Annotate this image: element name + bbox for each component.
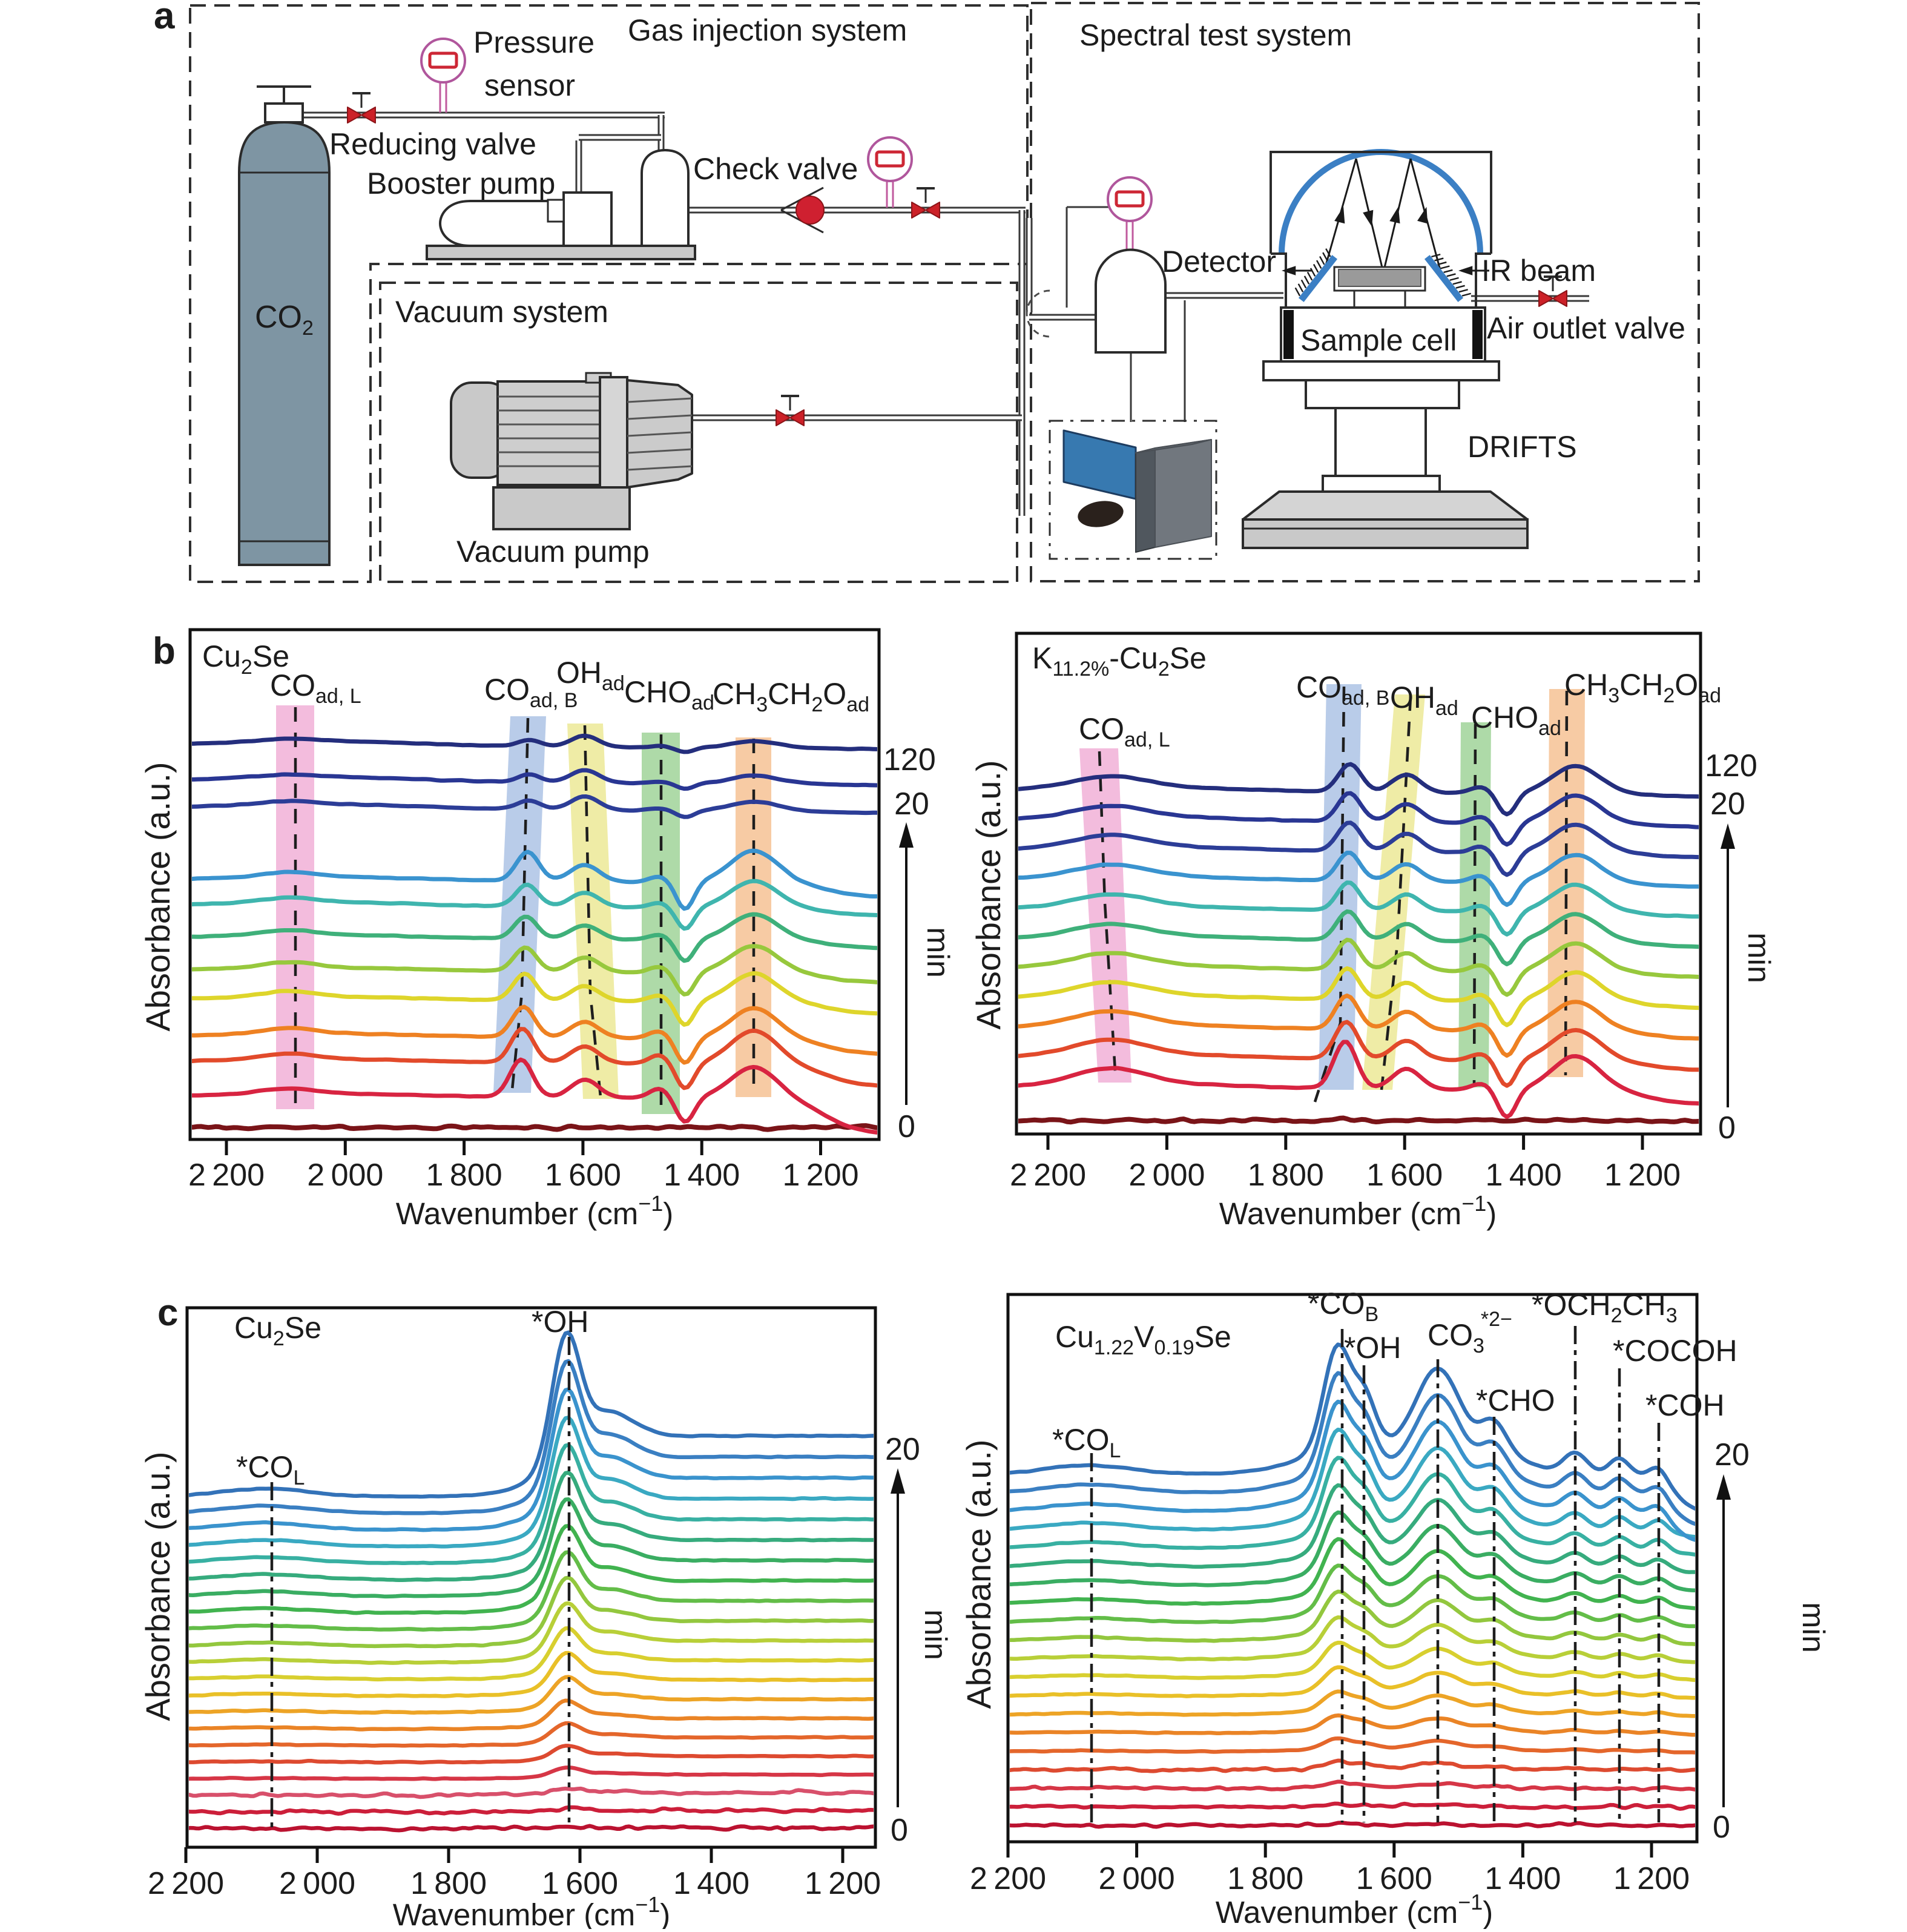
- svg-text:min: min: [918, 1609, 953, 1660]
- svg-text:*COH: *COH: [1645, 1388, 1725, 1422]
- svg-text:1 400: 1 400: [673, 1866, 749, 1901]
- svg-text:Sample cell: Sample cell: [1300, 323, 1457, 357]
- svg-text:2 200: 2 200: [188, 1158, 265, 1193]
- svg-text:1 400: 1 400: [664, 1158, 740, 1193]
- svg-text:2 200: 2 200: [970, 1861, 1046, 1896]
- svg-text:20: 20: [1714, 1437, 1750, 1472]
- svg-text:sensor: sensor: [484, 68, 575, 102]
- svg-text:Detector: Detector: [1162, 245, 1276, 279]
- svg-text:Booster pump: Booster pump: [367, 166, 555, 200]
- svg-text:20: 20: [1710, 786, 1745, 822]
- svg-text:min: min: [1796, 1602, 1831, 1653]
- svg-text:0: 0: [891, 1813, 908, 1848]
- svg-text:CH3​CH2​Oad: CH3​CH2​Oad: [713, 677, 869, 716]
- svg-text:a: a: [154, 0, 175, 37]
- svg-text:Vacuum system: Vacuum system: [395, 295, 608, 329]
- svg-text:Reducing valve: Reducing valve: [329, 127, 536, 161]
- svg-text:1 200: 1 200: [1613, 1861, 1690, 1896]
- svg-text:COad, L: COad, L: [1079, 712, 1170, 751]
- svg-text:Spectral test system: Spectral test system: [1079, 18, 1352, 52]
- svg-text:*COCOH: *COCOH: [1613, 1334, 1737, 1368]
- svg-text:*OH: *OH: [1344, 1331, 1401, 1365]
- svg-text:1 600: 1 600: [545, 1158, 621, 1193]
- svg-text:CH3​CH2​Oad: CH3​CH2​Oad: [1564, 668, 1721, 707]
- svg-text:2 000: 2 000: [1099, 1861, 1175, 1896]
- svg-text:1 800: 1 800: [1227, 1861, 1303, 1896]
- svg-text:1 200: 1 200: [1604, 1158, 1681, 1193]
- svg-text:Check valve: Check valve: [693, 152, 858, 186]
- svg-text:Wavenumber (cm−1​): Wavenumber (cm−1​): [396, 1191, 674, 1231]
- svg-text:*CHO: *CHO: [1476, 1383, 1555, 1417]
- svg-text:1 600: 1 600: [1356, 1861, 1432, 1896]
- svg-text:1 400: 1 400: [1484, 1861, 1561, 1896]
- svg-text:IR beam: IR beam: [1481, 254, 1596, 288]
- svg-text:DRIFTS: DRIFTS: [1467, 430, 1577, 464]
- svg-text:120: 120: [1705, 748, 1757, 783]
- svg-text:120: 120: [883, 742, 936, 777]
- svg-text:1 800: 1 800: [410, 1866, 487, 1901]
- svg-text:Gas injection system: Gas injection system: [628, 13, 907, 47]
- svg-text:Wavenumber (cm−1​): Wavenumber (cm−1​): [1219, 1191, 1497, 1231]
- svg-text:Vacuum pump: Vacuum pump: [456, 535, 650, 569]
- svg-text:Absorbance (a.u.): Absorbance (a.u.): [139, 1451, 177, 1721]
- svg-text:c: c: [157, 1292, 178, 1334]
- svg-text:Absorbance (a.u.): Absorbance (a.u.): [960, 1439, 998, 1709]
- svg-text:OHad: OHad: [556, 656, 625, 695]
- svg-text:1 600: 1 600: [1366, 1158, 1443, 1193]
- svg-text:Air outlet valve: Air outlet valve: [1487, 311, 1685, 345]
- svg-text:min: min: [920, 927, 955, 978]
- svg-text:0: 0: [1713, 1810, 1730, 1845]
- svg-text:*OCH2​CH3: *OCH2​CH3: [1532, 1288, 1678, 1327]
- svg-text:K11.2%​-Cu2​Se: K11.2%​-Cu2​Se: [1032, 641, 1207, 681]
- svg-text:Cu2​Se: Cu2​Se: [202, 639, 289, 679]
- svg-text:2 000: 2 000: [307, 1158, 383, 1193]
- svg-text:2 200: 2 200: [148, 1866, 224, 1901]
- svg-text:1 200: 1 200: [805, 1866, 881, 1901]
- svg-text:2 000: 2 000: [279, 1866, 355, 1901]
- svg-text:2 200: 2 200: [1010, 1158, 1086, 1193]
- svg-text:1 200: 1 200: [782, 1158, 858, 1193]
- svg-text:*OH: *OH: [532, 1305, 588, 1339]
- svg-text:1 600: 1 600: [542, 1866, 618, 1901]
- svg-text:1 800: 1 800: [426, 1158, 502, 1193]
- svg-text:b: b: [153, 630, 176, 672]
- svg-text:Wavenumber (cm−1​): Wavenumber (cm−1​): [393, 1892, 671, 1929]
- svg-text:0: 0: [898, 1109, 915, 1144]
- svg-text:20: 20: [894, 786, 929, 822]
- svg-text:*COL: *COL: [236, 1450, 305, 1489]
- svg-text:Absorbance (a.u.): Absorbance (a.u.): [139, 762, 177, 1031]
- svg-text:1 400: 1 400: [1486, 1158, 1562, 1193]
- svg-text:2 000: 2 000: [1128, 1158, 1205, 1193]
- svg-text:1 800: 1 800: [1248, 1158, 1324, 1193]
- svg-text:min: min: [1741, 932, 1776, 983]
- svg-text:Pressure: Pressure: [473, 25, 594, 59]
- svg-text:Cu1.22​V0.19​Se: Cu1.22​V0.19​Se: [1055, 1320, 1231, 1359]
- svg-text:20: 20: [885, 1432, 920, 1467]
- svg-text:Absorbance (a.u.): Absorbance (a.u.): [969, 760, 1007, 1029]
- svg-text:0: 0: [1718, 1110, 1736, 1146]
- svg-text:Wavenumber (cm−1​): Wavenumber (cm−1​): [1216, 1890, 1494, 1929]
